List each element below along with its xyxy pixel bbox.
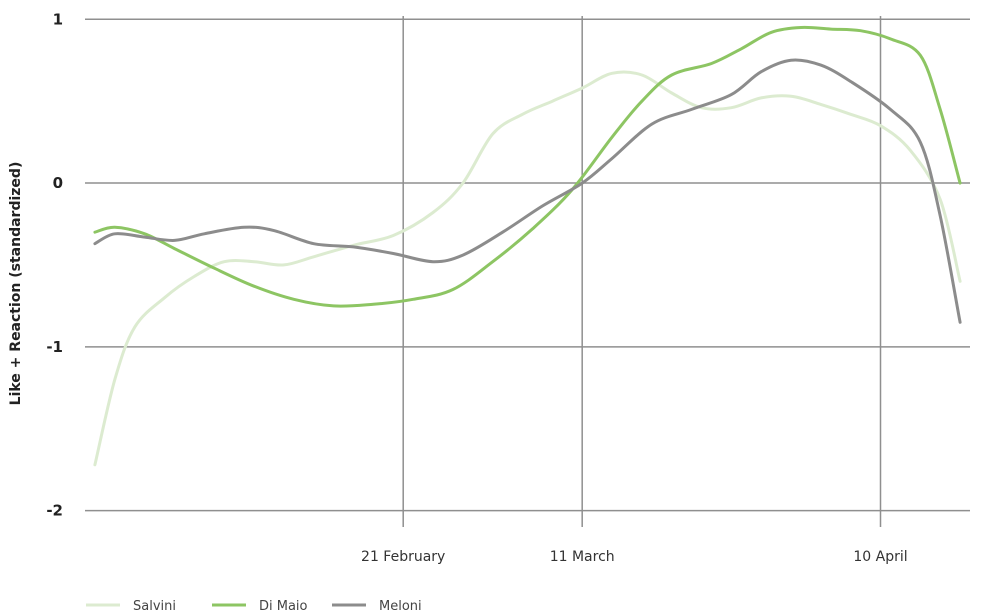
legend: Salvini Di Maio Meloni: [86, 599, 422, 614]
x-tick-label: 21 February: [361, 549, 445, 565]
y-tick-label: -1: [46, 338, 63, 356]
y-tick-label: -2: [46, 502, 63, 520]
axes: 1 0 -1 -2 21 February 11 March 10 April Like + …: [8, 10, 908, 565]
series-line-meloni: [93, 58, 962, 324]
series-lines: [93, 25, 962, 467]
series-line-salvini: [93, 70, 962, 467]
y-tick-label: 0: [53, 174, 63, 192]
y-tick-label: 1: [53, 10, 63, 28]
x-tick-label: 10 April: [853, 549, 907, 565]
legend-label-di-maio: Di Maio: [259, 599, 308, 614]
x-tick-label: 11 March: [550, 549, 615, 565]
y-axis-label: Like + Reaction (standardized): [8, 162, 24, 406]
legend-label-salvini: Salvini: [133, 599, 176, 614]
legend-label-meloni: Meloni: [379, 599, 422, 614]
